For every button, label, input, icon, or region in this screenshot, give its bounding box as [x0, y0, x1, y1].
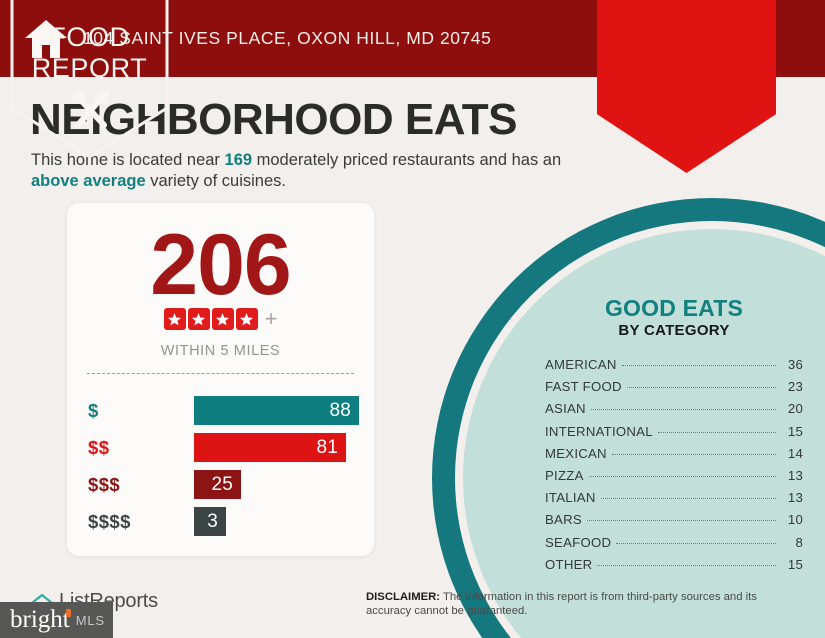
- badge-line-1: FOOD: [49, 22, 130, 52]
- disclaimer: DISCLAIMER: The information in this repo…: [366, 590, 786, 618]
- category-row: SEAFOOD 8: [545, 532, 803, 554]
- category-name: MEXICAN: [545, 445, 607, 461]
- category-name: ITALIAN: [545, 490, 596, 506]
- leader-dots: [590, 409, 776, 411]
- star-icon: [163, 308, 186, 330]
- food-report-badge: [597, 0, 776, 173]
- leader-dots: [588, 476, 776, 478]
- price-level-label: $$$$: [88, 510, 131, 532]
- leader-dots: [616, 542, 776, 544]
- category-value: 36: [787, 357, 803, 372]
- category-name: BARS: [545, 512, 582, 528]
- restaurant-count: 206: [150, 217, 292, 313]
- mls-label: MLS: [75, 612, 105, 628]
- property-address: 104 SAINT IVES PLACE, OXON HILL, MD 2074…: [83, 28, 492, 48]
- good-eats-panel: GOOD EATS BY CATEGORY AMERICAN 36 FAST FOO…: [545, 296, 803, 576]
- category-value: 20: [787, 401, 803, 417]
- category-row: AMERICAN 36: [545, 354, 803, 376]
- category-name: INTERNATIONAL: [545, 423, 653, 439]
- page-subtitle: This home is located near 169 moderately…: [31, 150, 586, 192]
- price-bar-row: $$ 81: [67, 429, 374, 466]
- price-bar: 25: [194, 470, 241, 499]
- bright-label: bright: [10, 606, 71, 633]
- bright-mls-logo: bright MLS: [0, 602, 113, 638]
- good-eats-list: AMERICAN 36 FAST FOOD 23 ASIAN 20 INTERNATIONA…: [545, 354, 803, 576]
- category-row: ITALIAN 13: [545, 487, 803, 509]
- star-icon: [187, 308, 210, 330]
- subtitle-part-1: This home is located near: [31, 151, 225, 169]
- leader-dots: [611, 453, 776, 455]
- summary-card: 206 + WITHIN 5 MILES $88 $$ 81 $$$ 25 $$$$ 3: [67, 203, 374, 556]
- category-row: BARS 10: [545, 509, 803, 531]
- subtitle-part-2: moderately priced restaurants and has an: [252, 151, 562, 169]
- subtitle-part-3: variety of cuisines.: [145, 172, 286, 190]
- category-value: 13: [787, 490, 803, 506]
- category-name: ASIAN: [545, 401, 586, 417]
- rating-plus: +: [264, 306, 278, 331]
- star-icon: [235, 308, 258, 330]
- subtitle-count-highlight: 169: [224, 151, 253, 169]
- price-bar-chart: $88 $$ 81 $$$ 25 $$$$ 3: [67, 392, 374, 540]
- category-row: OTHER 15: [545, 554, 803, 576]
- leader-dots: [626, 387, 776, 389]
- price-bar-value: 81: [316, 436, 338, 458]
- price-level-label: $$$: [88, 473, 121, 495]
- category-name: SEAFOOD: [545, 534, 612, 550]
- badge-text: FOOD REPORT: [0, 22, 179, 84]
- leader-dots: [597, 564, 776, 566]
- price-bar: 3: [194, 507, 226, 536]
- spoon-fork-icon: [71, 90, 112, 128]
- category-row: ASIAN 20: [545, 398, 803, 420]
- category-value: 14: [787, 445, 803, 461]
- price-bar-row: $88: [67, 392, 374, 429]
- price-bar-value: 3: [207, 510, 218, 532]
- price-level-label: $$: [88, 436, 110, 458]
- price-bar: 81: [194, 433, 346, 462]
- price-bar-row: $$$ 25: [67, 466, 374, 503]
- category-value: 13: [787, 468, 803, 484]
- category-name: PIZZA: [545, 468, 584, 484]
- leader-dots: [600, 498, 776, 500]
- leader-dots: [657, 431, 776, 433]
- leader-dots: [621, 365, 776, 366]
- radius-label: WITHIN 5 MILES: [160, 343, 281, 359]
- card-divider: [87, 373, 354, 374]
- subtitle-variety-highlight: above average: [31, 172, 146, 190]
- price-level-label: $: [88, 399, 99, 421]
- price-bar-value: 88: [329, 399, 351, 421]
- category-value: 8: [795, 534, 803, 550]
- category-row: INTERNATIONAL 15: [545, 421, 803, 443]
- badge-line-2: REPORT: [31, 53, 148, 83]
- category-value: 10: [787, 512, 803, 528]
- good-eats-subtitle: BY CATEGORY: [618, 322, 730, 339]
- star-icon: [211, 308, 234, 330]
- category-name: OTHER: [545, 556, 593, 572]
- leader-dots: [586, 520, 776, 522]
- category-row: MEXICAN 14: [545, 443, 803, 465]
- category-value: 23: [787, 379, 803, 395]
- good-eats-title: GOOD EATS: [604, 295, 744, 321]
- category-value: 15: [787, 556, 803, 572]
- category-name: FAST FOOD: [545, 379, 622, 395]
- category-row: PIZZA 13: [545, 465, 803, 487]
- bright-accent-dot: [65, 609, 71, 617]
- price-bar-value: 25: [211, 473, 233, 495]
- disclaimer-label: DISCLAIMER:: [366, 591, 441, 603]
- price-bar-row: $$$$ 3: [67, 503, 374, 540]
- category-name: AMERICAN: [545, 357, 617, 372]
- star-rating: +: [67, 308, 374, 330]
- price-bar: 88: [194, 396, 359, 425]
- category-row: FAST FOOD 23: [545, 376, 803, 398]
- disclaimer-text: The information in this report is from t…: [366, 591, 757, 617]
- category-value: 15: [787, 423, 803, 439]
